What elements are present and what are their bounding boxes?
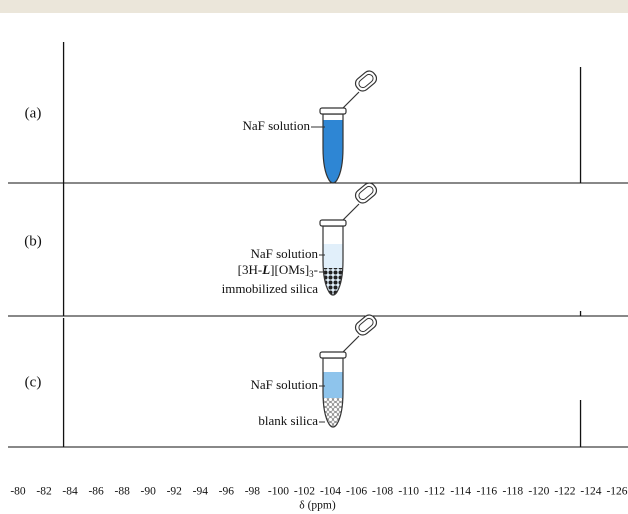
x-tick-label: -80 <box>10 486 26 498</box>
x-tick-label: -98 <box>245 486 261 498</box>
tube-a <box>311 69 379 190</box>
tube-c <box>319 313 379 436</box>
figure: (a)(b)(c)-80-82-84-86-88-90-92-94-96-98-… <box>0 0 628 514</box>
x-tick-label: -110 <box>398 486 419 498</box>
x-tick-label: -84 <box>62 486 78 498</box>
x-tick-label: -102 <box>294 486 315 498</box>
x-axis-label: δ (ppm) <box>299 500 336 512</box>
x-tick-label: -112 <box>424 486 445 498</box>
x-tick-label: -116 <box>476 486 497 498</box>
x-tick-label: -126 <box>606 486 627 498</box>
x-tick-label: -118 <box>502 486 523 498</box>
tube-label: immobilized silica <box>222 281 319 296</box>
tube-b <box>319 181 379 304</box>
x-tick-label: -96 <box>219 486 235 498</box>
x-tick-label: -106 <box>346 486 367 498</box>
panel-label: (a) <box>25 105 42 121</box>
x-tick-label: -86 <box>88 486 104 498</box>
x-tick-label: -124 <box>580 486 601 498</box>
tube-label: NaF solution <box>250 246 318 261</box>
tube-label: [3H-L][OMs]3- <box>238 262 318 279</box>
tube-label: NaF solution <box>242 118 310 133</box>
x-tick-label: -114 <box>450 486 471 498</box>
x-tick-label: -104 <box>320 486 341 498</box>
top-band <box>0 0 628 13</box>
x-tick-label: -108 <box>372 486 393 498</box>
tube-label: blank silica <box>258 413 318 428</box>
x-tick-label: -92 <box>167 486 183 498</box>
panel-label: (c) <box>25 374 42 390</box>
x-tick-label: -94 <box>193 486 209 498</box>
x-tick-label: -88 <box>115 486 131 498</box>
plot: (a)(b)(c)-80-82-84-86-88-90-92-94-96-98-… <box>8 42 628 512</box>
x-tick-label: -82 <box>36 486 52 498</box>
x-tick-label: -122 <box>554 486 575 498</box>
panel-label: (b) <box>24 233 42 249</box>
x-tick-label: -120 <box>528 486 549 498</box>
x-tick-label: -90 <box>141 486 157 498</box>
tube-label: NaF solution <box>250 377 318 392</box>
x-tick-label: -100 <box>268 486 289 498</box>
